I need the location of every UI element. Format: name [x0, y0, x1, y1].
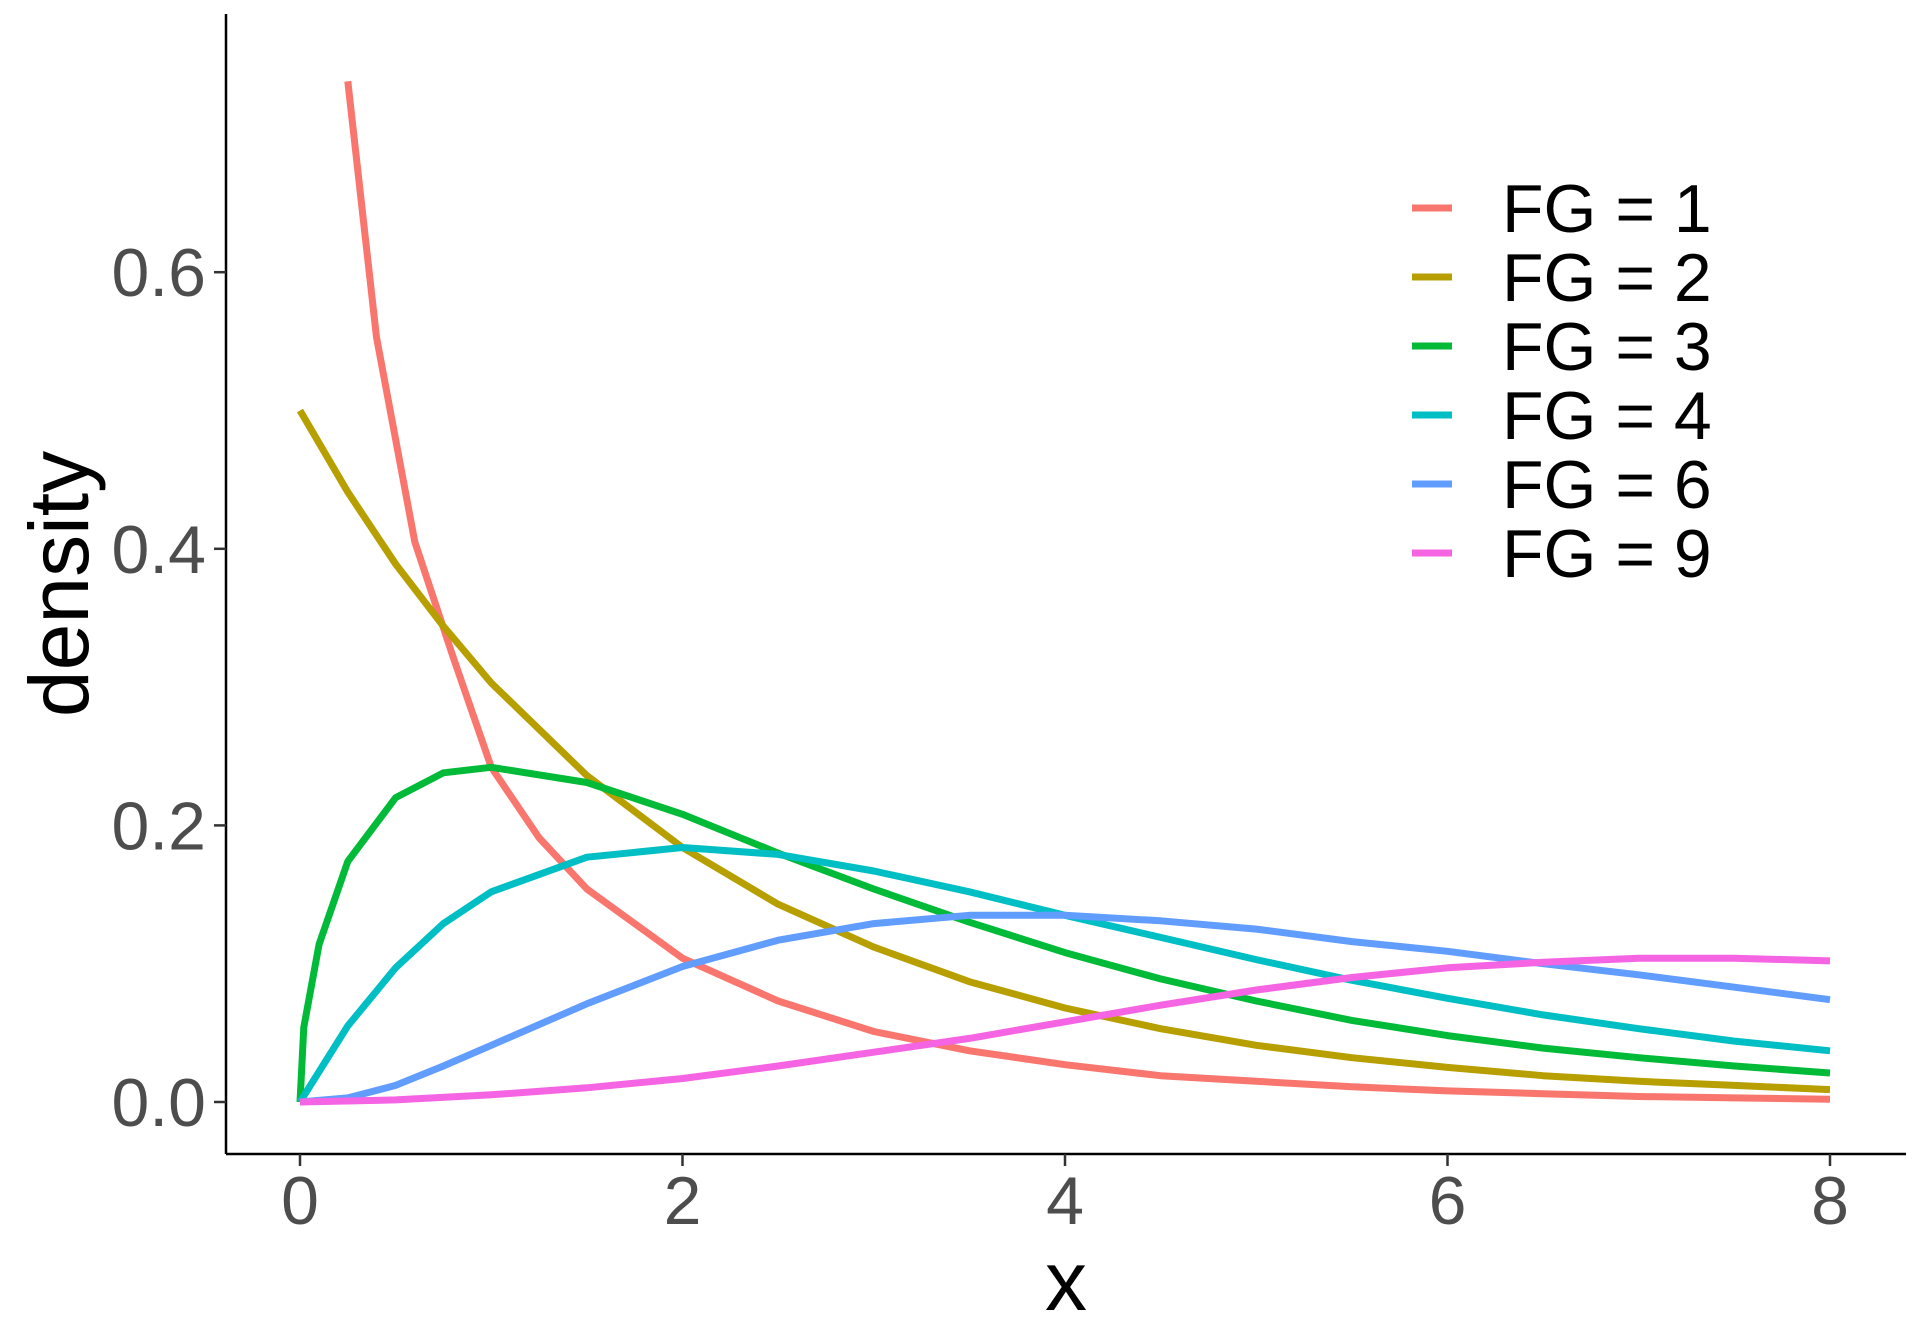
x-tick-label: 4 [1046, 1163, 1084, 1239]
x-axis-title: x [1045, 1234, 1087, 1328]
series-line-fg-3 [296, 763, 1831, 1103]
y-tick-label: 0.0 [111, 1065, 206, 1141]
legend-label: FG = 4 [1502, 378, 1712, 454]
series-lines [296, 80, 1831, 1106]
series-line-fg-4 [297, 844, 1831, 1104]
legend-label: FG = 6 [1502, 447, 1712, 523]
y-tick-label: 0.6 [111, 235, 206, 311]
legend: FG = 1FG = 2FG = 3FG = 4FG = 6FG = 9 [1412, 171, 1712, 592]
legend-label: FG = 1 [1502, 171, 1712, 247]
y-axis-title: density [12, 451, 106, 717]
y-axis-ticks: 0.0 0.2 0.4 0.6 [111, 235, 226, 1141]
y-tick-label: 0.4 [111, 512, 206, 588]
x-tick-label: 2 [664, 1163, 702, 1239]
series-line-fg-9 [299, 954, 1831, 1106]
x-tick-label: 6 [1429, 1163, 1467, 1239]
series-line-fg-1 [344, 80, 1831, 1103]
x-tick-label: 0 [281, 1163, 319, 1239]
legend-label: FG = 3 [1502, 309, 1712, 385]
series-line-fg-2 [296, 408, 1831, 1094]
legend-label: FG = 2 [1502, 240, 1712, 316]
y-tick-label: 0.2 [111, 788, 206, 864]
legend-label: FG = 9 [1502, 516, 1712, 592]
x-tick-label: 8 [1811, 1163, 1849, 1239]
x-axis-ticks: 0 2 4 6 8 [281, 1154, 1849, 1239]
